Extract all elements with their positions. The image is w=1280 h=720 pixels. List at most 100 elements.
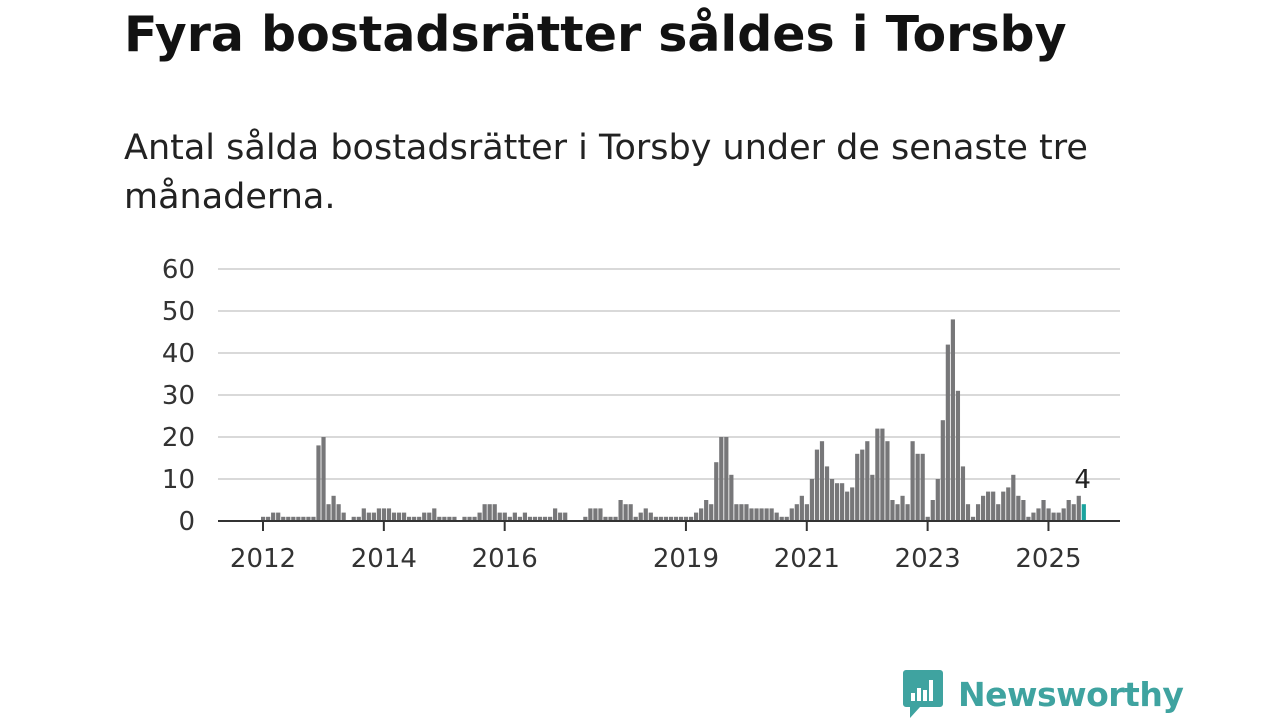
bar <box>588 508 593 521</box>
bar <box>784 516 789 521</box>
bar <box>678 516 684 521</box>
newsworthy-logo-text: Newsworthy <box>958 674 1184 714</box>
bar <box>583 516 588 521</box>
bar <box>704 500 709 521</box>
bar <box>683 516 689 521</box>
y-tick-label: 50 <box>162 297 195 327</box>
bar <box>850 487 855 521</box>
bar <box>261 516 266 521</box>
bar <box>603 516 608 521</box>
bar <box>824 466 830 521</box>
bar <box>663 516 668 521</box>
bar <box>789 508 794 521</box>
bar <box>860 449 865 521</box>
bar <box>512 512 517 521</box>
bar <box>336 504 341 521</box>
bar <box>870 474 875 521</box>
bar <box>598 508 603 521</box>
bar <box>1006 487 1011 521</box>
bar <box>845 491 850 521</box>
bar <box>553 508 558 521</box>
bar <box>960 466 966 521</box>
bar <box>527 516 533 521</box>
bar <box>467 516 472 521</box>
y-tick-label: 40 <box>162 339 195 369</box>
bar <box>991 491 996 521</box>
bar <box>643 508 648 521</box>
bar <box>759 508 764 521</box>
bar <box>316 445 321 521</box>
bar <box>1066 500 1071 521</box>
bar <box>829 479 835 521</box>
bar <box>880 428 885 521</box>
bar <box>855 453 860 521</box>
bar <box>749 508 754 521</box>
bar <box>653 516 658 521</box>
y-tick-label: 0 <box>178 507 195 537</box>
bar <box>532 516 538 521</box>
bar-chart: 0 10 20 30 40 50 60 2012 2014 2016 2019 2021 2023 202… <box>162 255 1120 574</box>
bar <box>366 512 371 521</box>
bar <box>361 508 366 521</box>
bar <box>266 516 271 521</box>
bar <box>417 516 422 521</box>
bar <box>699 508 704 521</box>
bar <box>1031 512 1036 521</box>
x-tick-label: 2014 <box>351 544 417 574</box>
y-tick-label: 30 <box>162 381 195 411</box>
bar <box>875 428 880 521</box>
bar <box>920 453 925 521</box>
y-tick-label: 10 <box>162 465 195 495</box>
data-label-latest: 4 <box>1074 465 1091 495</box>
bar <box>462 516 467 521</box>
bar <box>296 516 301 521</box>
bar <box>890 500 895 521</box>
bar <box>276 512 281 521</box>
bar <box>729 474 734 521</box>
x-tick-label: 2016 <box>472 544 538 574</box>
bar <box>522 512 528 521</box>
bar <box>955 390 961 521</box>
bar <box>970 516 976 521</box>
bar <box>547 516 553 521</box>
bar <box>487 504 492 521</box>
bar <box>885 441 890 521</box>
bar <box>930 500 935 521</box>
bar <box>427 512 432 521</box>
bar <box>1061 508 1066 521</box>
bar <box>271 512 276 521</box>
bar <box>774 512 779 521</box>
bar <box>694 512 699 521</box>
bar <box>497 512 502 521</box>
newsworthy-logo-icon <box>903 670 943 718</box>
bar <box>301 516 306 521</box>
bar <box>915 453 920 521</box>
bar <box>714 462 719 521</box>
bar <box>744 504 749 521</box>
x-tick-label: 2023 <box>895 544 961 574</box>
bar <box>356 516 361 521</box>
bar <box>517 516 522 521</box>
bar <box>618 500 623 521</box>
bar <box>558 512 563 521</box>
bar <box>1016 495 1021 521</box>
bar <box>386 508 392 521</box>
bar <box>608 516 613 521</box>
bar <box>648 512 653 521</box>
bar <box>895 504 900 521</box>
bar <box>940 420 945 521</box>
x-tick-label: 2019 <box>653 544 719 574</box>
bar <box>819 441 825 521</box>
bar <box>447 516 452 521</box>
bar <box>1011 474 1016 521</box>
bar <box>281 516 286 521</box>
bar <box>925 516 930 521</box>
bar <box>482 504 487 521</box>
bar <box>376 508 382 521</box>
bar <box>814 449 820 521</box>
chart-title: Fyra bostadsrätter såldes i Torsby <box>124 6 1067 63</box>
bar <box>371 512 376 521</box>
bar <box>764 508 769 521</box>
bar <box>412 516 417 521</box>
bar <box>286 516 291 521</box>
